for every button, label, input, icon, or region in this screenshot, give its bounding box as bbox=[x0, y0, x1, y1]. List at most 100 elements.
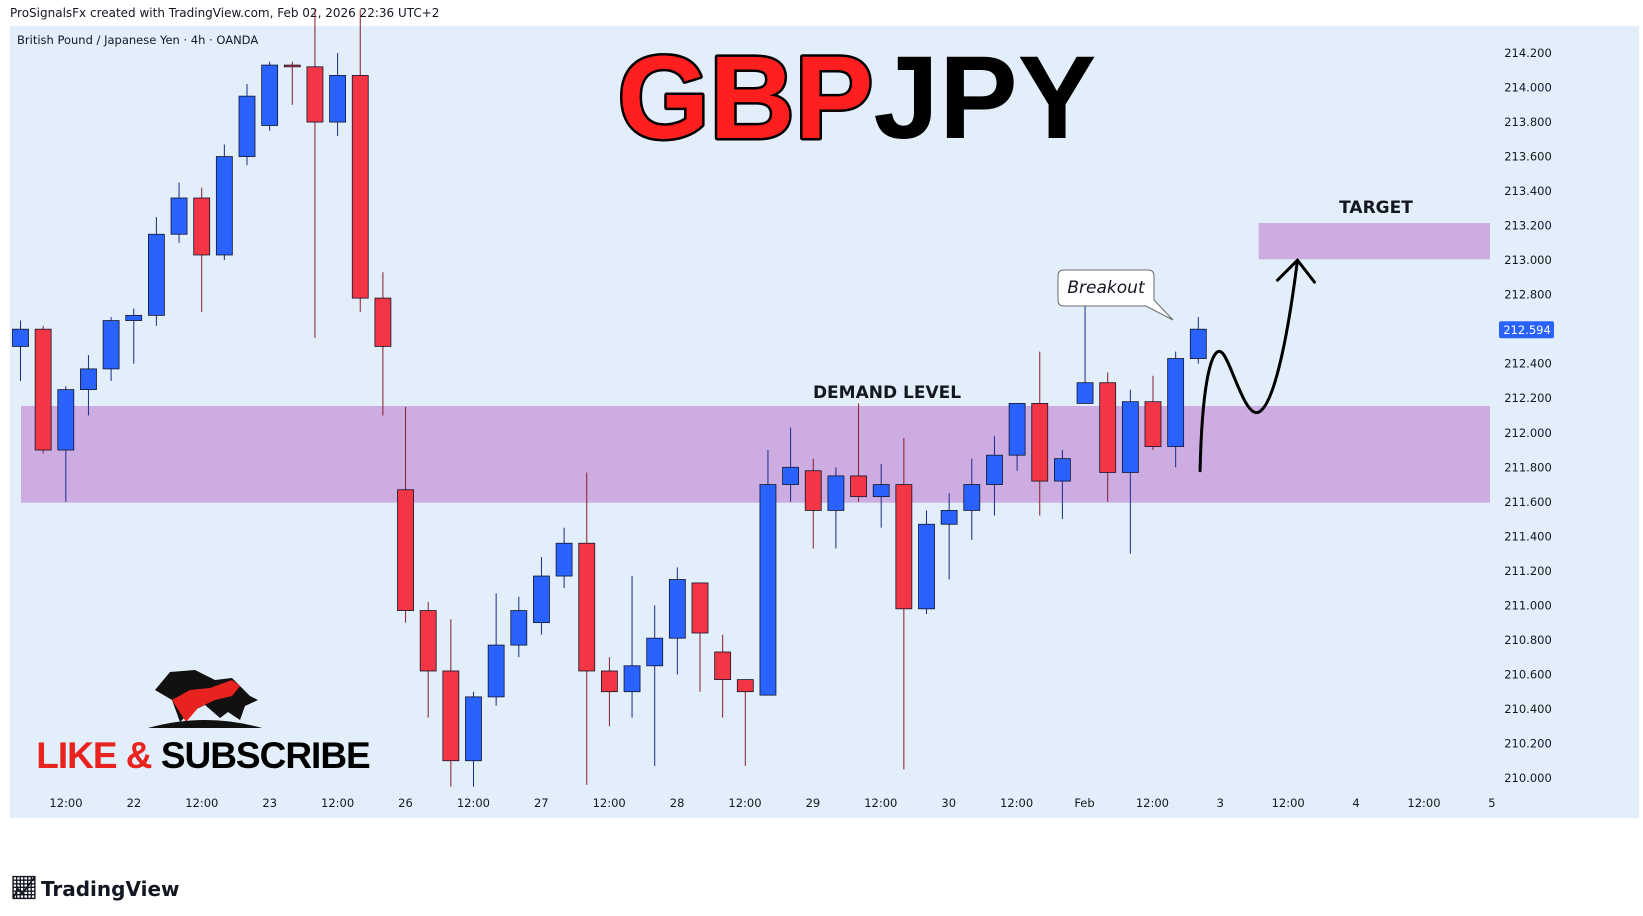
current-price-label: 212.594 bbox=[1503, 323, 1551, 337]
candle-bull[interactable] bbox=[1121, 401, 1139, 473]
candle-bear[interactable] bbox=[193, 197, 211, 256]
x-tick-label: 12:00 bbox=[321, 796, 354, 810]
candle-bull[interactable] bbox=[147, 233, 165, 316]
candle-bear[interactable] bbox=[578, 542, 596, 672]
candle-bull[interactable] bbox=[668, 579, 686, 639]
y-tick-label: 212.200 bbox=[1504, 391, 1552, 405]
x-tick-label: 12:00 bbox=[1000, 796, 1033, 810]
y-tick-label: 210.400 bbox=[1504, 702, 1552, 716]
candle-bull[interactable] bbox=[623, 665, 641, 693]
candle-bear[interactable] bbox=[351, 75, 369, 299]
x-tick-label: 12:00 bbox=[1136, 796, 1169, 810]
x-tick-label: 27 bbox=[534, 796, 549, 810]
candle-bear[interactable] bbox=[442, 670, 460, 762]
candle-bull[interactable] bbox=[963, 484, 981, 511]
pair-title: GBPJPY bbox=[618, 32, 1097, 164]
candle-bear[interactable] bbox=[1144, 401, 1162, 447]
y-tick-label: 210.000 bbox=[1504, 771, 1552, 785]
candle-bear[interactable] bbox=[804, 470, 822, 511]
demand-zone[interactable] bbox=[21, 406, 1490, 503]
candle-bull[interactable] bbox=[646, 637, 664, 667]
y-tick-label: 210.200 bbox=[1504, 736, 1552, 750]
tradingview-logo[interactable]: 📈︎ TradingView bbox=[10, 876, 180, 901]
x-tick-label: 28 bbox=[670, 796, 685, 810]
subscribe-word: SUBSCRIBE bbox=[161, 735, 370, 776]
x-tick-label: 5 bbox=[1488, 796, 1495, 810]
x-tick-label: 12:00 bbox=[49, 796, 82, 810]
candle-bear[interactable] bbox=[850, 475, 867, 498]
breakout-callout[interactable] bbox=[1057, 269, 1174, 321]
x-tick-label: 26 bbox=[398, 796, 413, 810]
candle-bull[interactable] bbox=[510, 610, 528, 646]
candle-bull[interactable] bbox=[1189, 328, 1207, 359]
breakout-label: Breakout bbox=[1067, 278, 1146, 298]
candle-bull[interactable] bbox=[872, 484, 890, 498]
candle-bear[interactable] bbox=[34, 328, 52, 451]
candle-bull[interactable] bbox=[261, 64, 279, 126]
y-tick-label: 210.800 bbox=[1504, 633, 1552, 647]
y-tick-label: 213.600 bbox=[1504, 150, 1552, 164]
icon-base bbox=[148, 720, 262, 728]
x-tick-label: Feb bbox=[1074, 796, 1094, 810]
candle-bear[interactable] bbox=[895, 484, 913, 610]
candle-bear[interactable] bbox=[736, 679, 754, 693]
pair-title-quote: JPY bbox=[873, 32, 1096, 164]
candle-bull[interactable] bbox=[782, 466, 799, 485]
x-tick-label: 30 bbox=[941, 796, 956, 810]
candle-bear[interactable] bbox=[397, 489, 414, 611]
candle-bear[interactable] bbox=[714, 651, 732, 681]
target-zone[interactable] bbox=[1258, 223, 1490, 260]
tradingview-brand-text: TradingView bbox=[40, 876, 180, 901]
candle-bull[interactable] bbox=[238, 95, 256, 157]
candle-bull[interactable] bbox=[1008, 403, 1026, 456]
subscribe-banner[interactable]: LIKE & SUBSCRIBE bbox=[36, 735, 371, 776]
candle-bull[interactable] bbox=[1076, 382, 1094, 404]
x-tick-label: 12:00 bbox=[593, 796, 626, 810]
candle-bull[interactable] bbox=[170, 197, 188, 235]
y-tick-label: 210.600 bbox=[1504, 667, 1552, 681]
chart-instrument-title: British Pound / Japanese Yen · 4h · OAND… bbox=[17, 33, 258, 47]
candle-bull[interactable] bbox=[1167, 358, 1185, 447]
y-tick-label: 212.400 bbox=[1504, 357, 1552, 371]
candle-bear[interactable] bbox=[306, 66, 324, 123]
candle-bull[interactable] bbox=[827, 475, 845, 511]
candle-bull[interactable] bbox=[215, 156, 233, 256]
candle-bull[interactable] bbox=[918, 523, 935, 610]
candle-bull[interactable] bbox=[102, 320, 120, 370]
x-tick-label: 12:00 bbox=[1272, 796, 1305, 810]
candle-bear[interactable] bbox=[419, 610, 437, 672]
candle-bull[interactable] bbox=[533, 575, 550, 624]
candle-bull[interactable] bbox=[12, 328, 29, 347]
candle-bear[interactable] bbox=[1031, 403, 1049, 482]
tradingview-mark-icon: 📈︎ bbox=[10, 876, 38, 901]
candle-bear[interactable] bbox=[1099, 382, 1117, 473]
candle-bull[interactable] bbox=[57, 389, 75, 451]
candle-bull[interactable] bbox=[125, 314, 143, 321]
y-tick-label: 213.400 bbox=[1504, 184, 1552, 198]
candle-bull[interactable] bbox=[940, 510, 958, 525]
candle-bull[interactable] bbox=[759, 484, 777, 696]
y-tick-label: 214.000 bbox=[1504, 81, 1552, 95]
x-tick-label: 23 bbox=[262, 796, 277, 810]
pair-title-base: GBP bbox=[618, 32, 874, 164]
x-tick-label: 12:00 bbox=[728, 796, 761, 810]
target-label: TARGET bbox=[1339, 198, 1413, 218]
x-tick-label: 12:00 bbox=[457, 796, 490, 810]
candle-bull[interactable] bbox=[1054, 458, 1071, 482]
candle-bull[interactable] bbox=[555, 542, 573, 577]
y-tick-label: 213.200 bbox=[1504, 219, 1552, 233]
y-tick-label: 211.800 bbox=[1504, 460, 1552, 474]
candle-bear[interactable] bbox=[374, 297, 392, 347]
candle-bear[interactable] bbox=[601, 670, 618, 693]
candle-bear[interactable] bbox=[283, 64, 301, 68]
candle-bear[interactable] bbox=[691, 582, 709, 634]
candle-bull[interactable] bbox=[465, 696, 482, 762]
candle-bull[interactable] bbox=[329, 75, 347, 123]
x-tick-label: 3 bbox=[1217, 796, 1224, 810]
candle-bull[interactable] bbox=[986, 454, 1003, 485]
candle-bull[interactable] bbox=[80, 368, 97, 391]
candle-bull[interactable] bbox=[487, 644, 505, 698]
y-tick-label: 211.600 bbox=[1504, 495, 1552, 509]
